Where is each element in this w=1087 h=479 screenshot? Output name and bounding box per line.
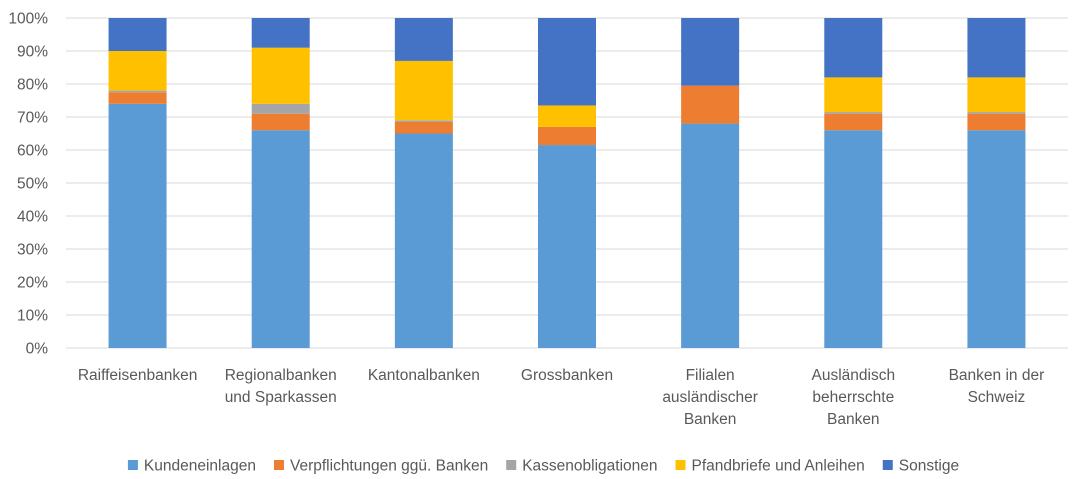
legend: Kundeneinlagen Verpflichtungen ggü. Banke… bbox=[127, 458, 959, 475]
bar-segment-kassenobligationen bbox=[824, 112, 883, 114]
bar-segment-verpflichtungen-gg-banken bbox=[824, 113, 883, 131]
y-tick-label: 50% bbox=[17, 176, 48, 193]
legend-item: Pfandbriefe und Anleihen bbox=[675, 458, 865, 475]
x-category-label: Regionalbanken und Sparkassen bbox=[225, 367, 337, 406]
bar-segment-sonstige bbox=[824, 18, 883, 78]
bar-segment-pfandbriefe-und-anleihen bbox=[538, 105, 596, 127]
bar-segment-verpflichtungen-gg-banken bbox=[251, 113, 310, 131]
bar-segment-verpflichtungen-gg-banken bbox=[394, 121, 453, 134]
legend-item: Verpflichtungen ggü. Banken bbox=[273, 458, 488, 475]
x-category-label: Grossbanken bbox=[521, 367, 613, 384]
bar-segment-verpflichtungen-gg-banken bbox=[538, 126, 596, 146]
bar-segment-kassenobligationen bbox=[967, 112, 1026, 114]
bar-segment-sonstige bbox=[251, 18, 310, 48]
bar-segment-pfandbriefe-und-anleihen bbox=[251, 47, 310, 104]
legend-swatch bbox=[882, 460, 893, 470]
bar-segment-pfandbriefe-und-anleihen bbox=[108, 51, 167, 91]
bar-segment-sonstige bbox=[538, 18, 596, 106]
bar-segment-kassenobligationen bbox=[394, 120, 453, 122]
legend-item: Sonstige bbox=[882, 458, 959, 475]
x-category-label: Ausländisch beherrschte Banken bbox=[811, 367, 895, 428]
bar-segment-pfandbriefe-und-anleihen bbox=[824, 77, 883, 113]
y-tick-label: 10% bbox=[17, 308, 48, 325]
x-axis-category-labels: Raiffeisenbanken Regionalbanken und Sparka… bbox=[78, 367, 1044, 428]
bar-segment-kundeneinlagen bbox=[824, 130, 883, 348]
bar-segment-pfandbriefe-und-anleihen bbox=[967, 77, 1026, 113]
bar-segment-sonstige bbox=[394, 18, 453, 61]
bar-segment-sonstige bbox=[108, 18, 167, 51]
bar-segment-pfandbriefe-und-anleihen bbox=[394, 60, 453, 121]
legend-label: Kassenobligationen bbox=[522, 458, 657, 475]
bars bbox=[108, 18, 1026, 348]
y-axis-tick-labels: 0% 10% 20% 30% 40% 50% 60% 70% 80% 90% 100% bbox=[8, 11, 48, 358]
bar-segment-kassenobligationen bbox=[108, 90, 167, 93]
legend-item: Kassenobligationen bbox=[506, 458, 658, 475]
x-category-label: Filialen ausländischer Banken bbox=[662, 367, 758, 428]
bar-segment-kundeneinlagen bbox=[967, 130, 1026, 348]
x-category-label: Raiffeisenbanken bbox=[78, 367, 198, 384]
legend-swatch bbox=[127, 460, 138, 470]
legend-swatch bbox=[273, 460, 284, 470]
bar-segment-kundeneinlagen bbox=[394, 133, 453, 348]
bar-segment-verpflichtungen-gg-banken bbox=[108, 92, 167, 104]
bar-segment-kassenobligationen bbox=[251, 103, 310, 114]
bar-segment-kundeneinlagen bbox=[108, 103, 167, 348]
bar-segment-sonstige bbox=[681, 18, 740, 86]
y-tick-label: 100% bbox=[8, 11, 48, 28]
legend-label: Sonstige bbox=[899, 458, 959, 475]
y-tick-label: 70% bbox=[17, 110, 48, 127]
legend-swatch bbox=[675, 460, 686, 470]
bar-segment-verpflichtungen-gg-banken bbox=[967, 113, 1026, 131]
y-tick-label: 0% bbox=[26, 341, 49, 358]
legend-item: Kundeneinlagen bbox=[127, 458, 256, 475]
legend-swatch bbox=[506, 460, 517, 470]
y-tick-label: 60% bbox=[17, 143, 48, 160]
bar-segment-kundeneinlagen bbox=[681, 123, 740, 348]
bar-segment-sonstige bbox=[967, 18, 1026, 78]
x-category-label: Banken in der Schweiz bbox=[949, 367, 1045, 406]
x-category-label: Kantonalbanken bbox=[368, 367, 480, 384]
y-tick-label: 80% bbox=[17, 77, 48, 94]
y-tick-label: 20% bbox=[17, 275, 48, 292]
legend-label: Kundeneinlagen bbox=[144, 458, 256, 475]
y-tick-label: 40% bbox=[17, 209, 48, 226]
legend-label: Verpflichtungen ggü. Banken bbox=[290, 458, 488, 475]
bar-segment-kundeneinlagen bbox=[251, 130, 310, 348]
bar-segment-verpflichtungen-gg-banken bbox=[681, 85, 740, 124]
y-tick-label: 90% bbox=[17, 44, 48, 61]
y-tick-label: 30% bbox=[17, 242, 48, 259]
bar-segment-kundeneinlagen bbox=[538, 145, 596, 348]
legend-label: Pfandbriefe und Anleihen bbox=[692, 458, 865, 475]
